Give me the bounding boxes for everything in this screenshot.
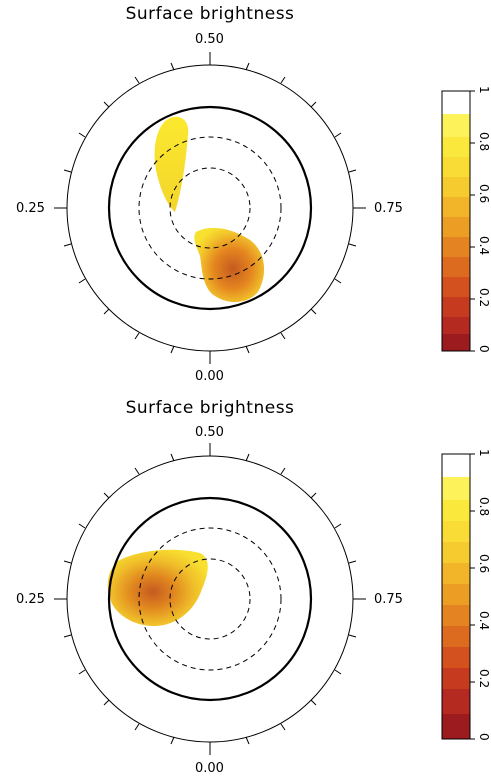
colorbar-tick-label: 0.4 (477, 236, 491, 256)
colorbar-tick-label: 0.2 (477, 288, 491, 308)
phase-label-top: 0.50 (195, 32, 224, 47)
polar-map (54, 443, 475, 755)
colorbar-tick-label: 1 (477, 86, 491, 94)
colorbar-tick-label: 0.6 (477, 554, 491, 574)
phase-label-top: 0.50 (195, 425, 224, 440)
latitude-circle-30 (169, 167, 251, 249)
phase-label-right: 0.75 (374, 592, 403, 607)
colorbar-tick-label: 0.6 (477, 184, 491, 204)
colorbar (441, 90, 475, 352)
equator-circle (107, 105, 313, 311)
phase-ticks (54, 52, 366, 364)
colorbar-tick-label: 0.2 (477, 669, 491, 689)
colorbar-tick-label: 1 (477, 449, 491, 457)
colorbar-tick-label: 0.4 (477, 611, 491, 631)
polar-map (54, 52, 475, 364)
spots (154, 116, 265, 303)
equator-circle (107, 496, 313, 702)
panel-title: Surface brightness (125, 4, 295, 24)
colorbar-tick-label: 0 (477, 733, 491, 741)
latitude-circle-60 (138, 136, 282, 280)
colorbar (441, 453, 475, 740)
panel-title: Surface brightness (125, 398, 295, 418)
latitude-circles (107, 496, 313, 702)
latitude-circles (107, 105, 313, 311)
colorbar-tick-label: 0.8 (477, 132, 491, 152)
latitude-circle-60 (138, 527, 282, 671)
phase-label-right: 0.75 (374, 201, 403, 216)
phase-ticks (54, 443, 366, 755)
latitude-circle-30 (169, 558, 251, 640)
spots (107, 549, 208, 627)
phase-label-left: 0.25 (16, 201, 45, 216)
phase-label-bottom: 0.00 (195, 761, 224, 776)
map-panel-1: Surface brightness (16, 4, 491, 384)
phase-label-bottom: 0.00 (195, 369, 224, 384)
colorbar-tick-label: 0.8 (477, 497, 491, 517)
colorbar-tick-label: 0 (477, 345, 491, 353)
map-panel-2: Surface brightness (0, 389, 491, 778)
phase-label-left: 0.25 (16, 592, 45, 607)
